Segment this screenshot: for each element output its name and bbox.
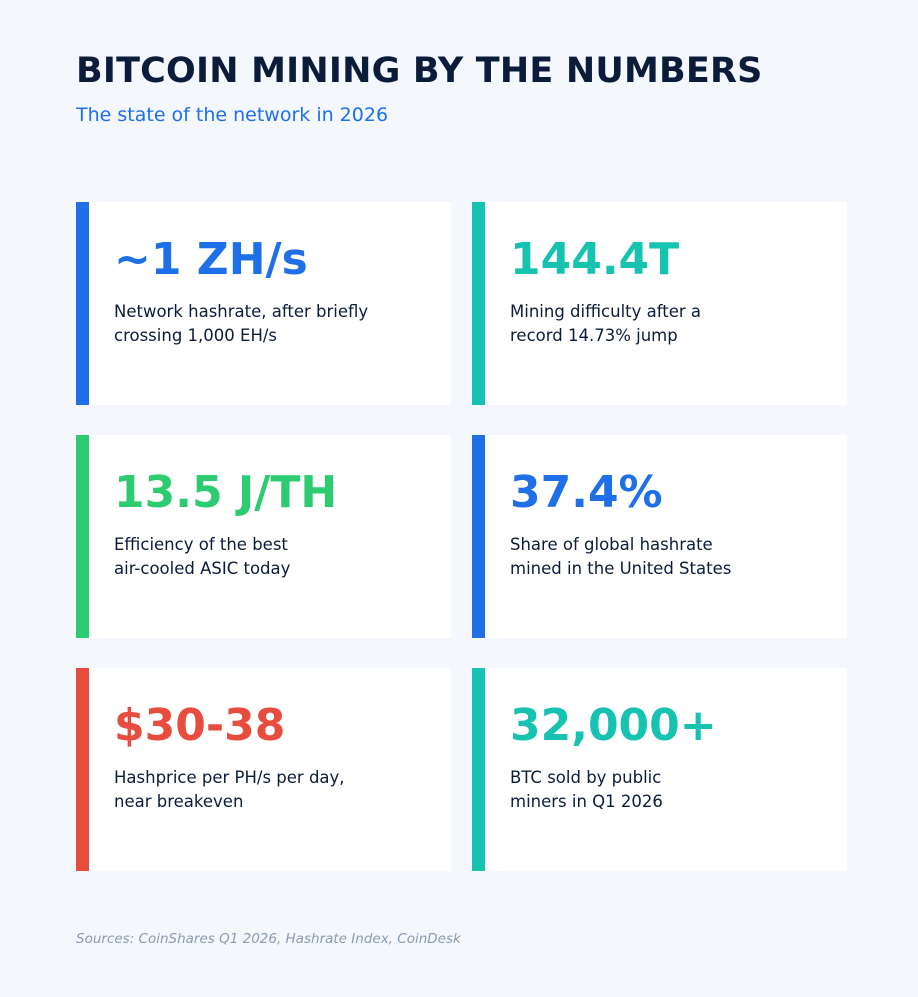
stat-card-efficiency: 13.5 J/TH Efficiency of the best air-coo…	[76, 435, 451, 638]
stat-card-btc-sold: 32,000+ BTC sold by public miners in Q1 …	[472, 668, 847, 871]
stat-value: $30-38	[114, 700, 286, 751]
stat-description: Mining difficulty after a record 14.73% …	[510, 302, 702, 345]
page-subtitle: The state of the network in 2026	[76, 104, 389, 126]
stat-value: 32,000+	[510, 700, 717, 751]
stat-description: BTC sold by public miners in Q1 2026	[510, 768, 663, 811]
accent-bar	[76, 435, 89, 638]
stat-value: 144.4T	[510, 234, 680, 285]
stat-description: Efficiency of the best air-cooled ASIC t…	[114, 535, 291, 578]
stat-card-hashprice: $30-38 Hashprice per PH/s per day, near …	[76, 668, 451, 871]
stat-card-hashrate: ~1 ZH/s Network hashrate, after briefly …	[76, 202, 451, 405]
accent-bar	[472, 435, 485, 638]
accent-bar	[76, 668, 89, 871]
accent-bar	[472, 668, 485, 871]
stat-value: 13.5 J/TH	[114, 467, 338, 518]
stat-card-us-share: 37.4% Share of global hashrate mined in …	[472, 435, 847, 638]
page-title: BITCOIN MINING BY THE NUMBERS	[76, 51, 763, 91]
stat-description: Network hashrate, after briefly crossing…	[114, 302, 369, 345]
accent-bar	[76, 202, 89, 405]
accent-bar	[472, 202, 485, 405]
stat-card-difficulty: 144.4T Mining difficulty after a record …	[472, 202, 847, 405]
sources-footnote: Sources: CoinShares Q1 2026, Hashrate In…	[76, 931, 461, 947]
stat-description: Share of global hashrate mined in the Un…	[510, 535, 732, 578]
stat-value: 37.4%	[510, 467, 663, 518]
stat-description: Hashprice per PH/s per day, near breakev…	[114, 768, 345, 811]
stat-value: ~1 ZH/s	[114, 234, 308, 285]
